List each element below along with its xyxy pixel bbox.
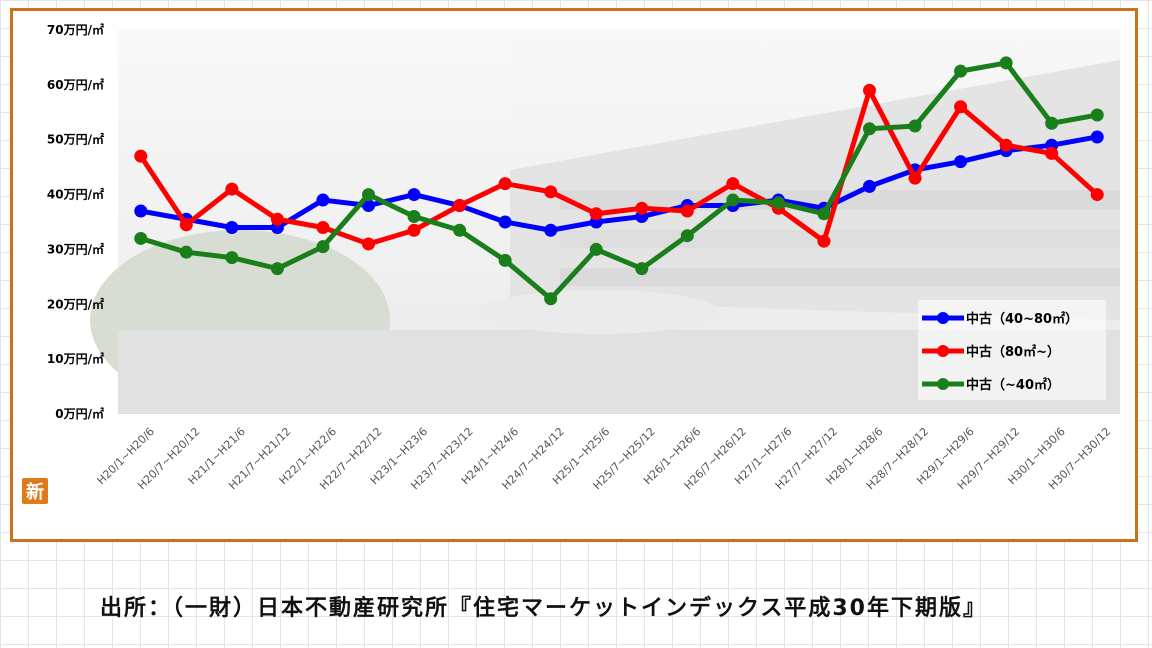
data-point <box>954 64 968 78</box>
data-point <box>498 215 512 229</box>
data-point <box>270 262 284 276</box>
data-point <box>362 237 375 251</box>
series-line <box>138 134 1100 233</box>
data-point <box>635 262 649 276</box>
y-tick-label: 50万円/㎡ <box>47 132 104 147</box>
y-tick-label: 60万円/㎡ <box>47 77 104 92</box>
data-point <box>225 220 239 234</box>
x-axis: H20/1~H20/6H20/7~H20/12H21/1~H21/6H21/7~… <box>95 425 1114 492</box>
data-point <box>407 188 421 202</box>
y-tick-label: 40万円/㎡ <box>47 187 104 202</box>
y-axis: 0万円/㎡ 10万円/㎡ 20万円/㎡ 30万円/㎡ 40万円/㎡ 50万円/㎡ 60万円/… <box>47 22 104 421</box>
data-point <box>999 56 1013 70</box>
data-point <box>453 199 467 213</box>
data-point <box>863 122 876 136</box>
legend-swatch-marker <box>937 378 949 390</box>
data-point <box>1090 108 1104 122</box>
data-point <box>635 201 649 215</box>
data-point <box>726 193 740 207</box>
legend: 中古（40~80㎡） 中古（80㎡~） 中古（~40㎡） <box>918 300 1106 400</box>
series-2 <box>134 56 1104 306</box>
data-point <box>225 251 239 265</box>
data-point <box>1045 116 1059 130</box>
legend-swatch-marker <box>937 345 949 357</box>
data-point <box>680 229 694 243</box>
data-point <box>726 177 740 191</box>
data-point <box>589 207 603 221</box>
data-point <box>407 223 421 237</box>
data-point <box>999 138 1013 152</box>
new-badge-icon: 新 <box>22 478 48 504</box>
data-point <box>316 193 330 207</box>
data-point <box>316 240 330 254</box>
data-point <box>863 179 876 193</box>
legend-swatch-marker <box>937 312 949 324</box>
legend-label: 中古（40~80㎡） <box>966 311 1078 327</box>
y-tick-label: 0万円/㎡ <box>55 406 104 421</box>
data-point <box>817 234 831 248</box>
series-layer <box>134 56 1104 306</box>
data-point <box>771 196 785 210</box>
data-point <box>179 245 193 259</box>
y-tick-label: 70万円/㎡ <box>47 22 104 37</box>
data-point <box>362 199 375 213</box>
data-point <box>954 100 968 114</box>
data-point <box>498 253 512 267</box>
y-tick-label: 10万円/㎡ <box>47 351 104 366</box>
series-line <box>138 87 1100 247</box>
data-point <box>407 210 421 224</box>
data-point <box>817 207 831 221</box>
data-point <box>954 155 968 169</box>
legend-label: 中古（80㎡~） <box>966 344 1060 360</box>
series-line <box>138 60 1100 302</box>
data-point <box>453 223 467 237</box>
source-caption: 出所：（一財）日本不動産研究所『住宅マーケットインデックス平成30年下期版』 <box>100 596 987 621</box>
y-tick-label: 20万円/㎡ <box>47 296 104 311</box>
data-point <box>1090 188 1104 202</box>
data-point <box>908 171 922 185</box>
data-point <box>225 182 239 196</box>
legend-label: 中古（~40㎡） <box>966 377 1060 393</box>
data-point <box>863 83 876 97</box>
data-point <box>134 231 148 245</box>
y-tick-label: 30万円/㎡ <box>47 241 104 256</box>
data-point <box>908 119 922 133</box>
data-point <box>134 149 148 163</box>
data-point <box>544 185 558 199</box>
data-point <box>544 292 558 306</box>
data-point <box>134 204 148 218</box>
data-point <box>498 177 512 191</box>
data-point <box>589 242 603 256</box>
data-point <box>270 212 284 226</box>
data-point <box>544 223 558 237</box>
data-point <box>680 204 694 218</box>
data-point <box>316 220 330 234</box>
data-point <box>362 188 375 202</box>
series-1 <box>134 83 1104 251</box>
data-point <box>179 218 193 232</box>
data-point <box>1045 146 1059 160</box>
data-point <box>1090 130 1104 144</box>
